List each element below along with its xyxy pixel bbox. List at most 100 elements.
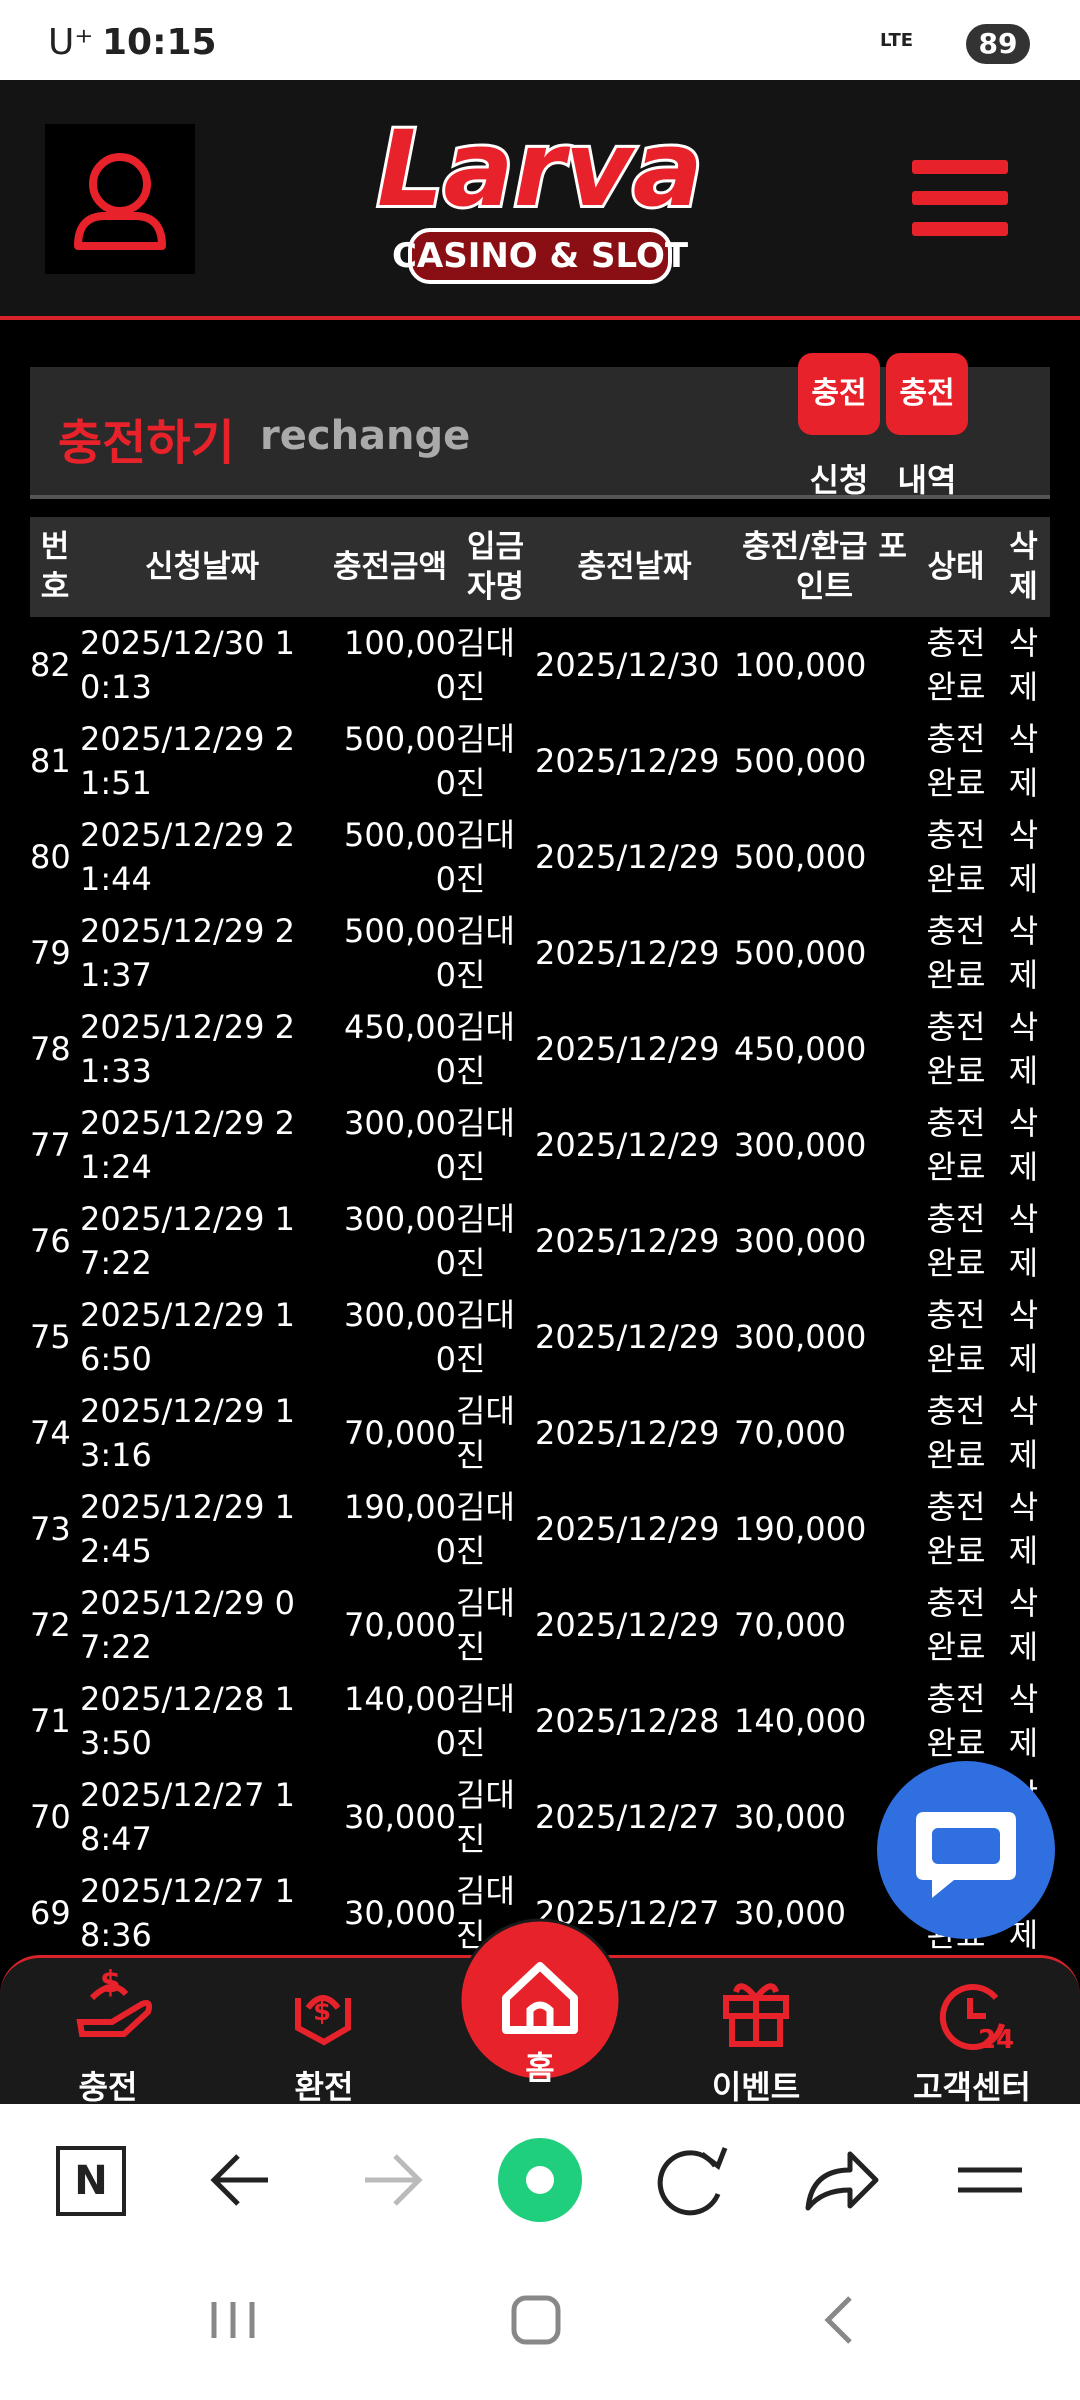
- table-cell: 충전완료: [926, 1680, 986, 1762]
- column-header: 입금자명: [456, 517, 535, 617]
- table-cell: 500,000: [344, 912, 456, 994]
- table-row: 80 2025/12/29 21:44 500,000 김대진 2025/12/29 50…: [30, 809, 1050, 905]
- table-cell[interactable]: 삭제: [1008, 1008, 1039, 1090]
- table-cell: 70,000: [344, 1606, 456, 1644]
- clock: 10:15: [102, 22, 217, 63]
- table-cell: 김대진: [456, 1584, 515, 1666]
- table-cell[interactable]: 삭제: [1008, 1488, 1039, 1570]
- table-cell: 70: [30, 1798, 71, 1836]
- table-cell: 300,000: [734, 1318, 867, 1356]
- svg-text:$: $: [100, 1965, 121, 2000]
- table-cell[interactable]: 삭제: [1008, 720, 1039, 802]
- logo[interactable]: Larva CASINO & SLOT: [370, 90, 710, 300]
- charge-button[interactable]: 충전: [886, 353, 968, 435]
- history-table: 번호 신청날짜 충전금액 입금자명 충전날짜 충전/환급 포인트 상태 삭제 82 2025/1…: [30, 517, 1050, 1961]
- table-cell: 김대진: [456, 624, 515, 706]
- table-cell: 500,000: [734, 742, 867, 780]
- table-body: 82 2025/12/30 10:13 100,000 김대진 2025/12/30 10…: [30, 617, 1050, 1961]
- home-circle[interactable]: [458, 1918, 622, 2082]
- chat-button[interactable]: [876, 1760, 1056, 1940]
- table-cell: 2025/12/29: [535, 1510, 720, 1548]
- table-cell[interactable]: 삭제: [1008, 1200, 1039, 1282]
- nav-item[interactable]: 24 고객센터: [892, 1958, 1052, 2108]
- table-cell[interactable]: 삭제: [1008, 1296, 1039, 1378]
- nav-item[interactable]: $ 환전: [244, 1958, 404, 2108]
- table-cell[interactable]: 삭제: [1008, 1584, 1039, 1666]
- table-cell: 김대진: [456, 1008, 515, 1090]
- table-cell: 2025/12/29 12:45: [80, 1488, 295, 1570]
- section-subtitle: rechange: [260, 413, 471, 459]
- header-row: 번호 신청날짜 충전금액 입금자명 충전날짜 충전/환급 포인트 상태 삭제: [30, 517, 1050, 617]
- column-header: 번호: [30, 517, 80, 617]
- button-caption: 내역: [897, 461, 957, 499]
- nav-item[interactable]: 이벤트: [676, 1958, 836, 2108]
- table-cell: 140,000: [734, 1702, 867, 1740]
- svg-text:24: 24: [978, 2025, 1014, 2054]
- table-cell: 2025/12/27: [535, 1798, 720, 1836]
- table-cell: 500,000: [344, 720, 456, 802]
- carrier: U⁺: [48, 22, 94, 63]
- table-row: 81 2025/12/29 21:51 500,000 김대진 2025/12/29 50…: [30, 713, 1050, 809]
- table-cell: 2025/12/29: [535, 838, 720, 876]
- table-row: 79 2025/12/29 21:37 500,000 김대진 2025/12/29 50…: [30, 905, 1050, 1001]
- nav-icon: 24: [939, 1984, 1014, 2055]
- table-cell: 190,000: [734, 1510, 867, 1548]
- table-cell: 79: [30, 934, 71, 972]
- table-cell: 김대진: [456, 720, 515, 802]
- nav-icon: [723, 1983, 789, 2047]
- nav-item[interactable]: 홈: [460, 1955, 620, 2089]
- table-cell: 충전완료: [926, 1104, 986, 1186]
- column-header: 상태: [915, 517, 997, 617]
- table-cell: 김대진: [456, 1200, 515, 1282]
- table-cell[interactable]: 삭제: [1008, 912, 1039, 994]
- charge-button[interactable]: 충전: [798, 353, 880, 435]
- table-cell: 71: [30, 1702, 71, 1740]
- table-cell[interactable]: 삭제: [1008, 1392, 1039, 1474]
- table-cell: 김대진: [456, 1488, 515, 1570]
- table-cell: 김대진: [456, 1680, 515, 1762]
- nav-label: 충전: [78, 2068, 138, 2106]
- nav-icon: $: [295, 1995, 351, 2046]
- table-cell: 충전완료: [926, 1392, 986, 1474]
- table-cell[interactable]: 삭제: [1008, 1104, 1039, 1186]
- column-header: 충전날짜: [535, 517, 734, 617]
- table-cell: 2025/12/28 13:50: [80, 1680, 295, 1762]
- table-cell: 300,000: [344, 1200, 456, 1282]
- table-cell: 77: [30, 1126, 71, 1164]
- svg-text:$: $: [313, 1997, 331, 2027]
- user-button[interactable]: [45, 124, 195, 274]
- browser-icons: [210, 2138, 1022, 2222]
- table-cell: 2025/12/29 21:44: [80, 816, 295, 898]
- table-cell: 30,000: [344, 1894, 456, 1932]
- table-cell: 충전완료: [926, 1488, 986, 1570]
- nav-label: 고객센터: [913, 2068, 1031, 2106]
- table-row: 76 2025/12/29 17:22 300,000 김대진 2025/12/29 30…: [30, 1193, 1050, 1289]
- table-cell[interactable]: 삭제: [1008, 816, 1039, 898]
- table-cell: 2025/12/29 13:16: [80, 1392, 295, 1474]
- menu-button[interactable]: [912, 156, 1008, 240]
- table-cell: 300,000: [344, 1104, 456, 1186]
- column-header: 신청날짜: [80, 517, 324, 617]
- table-cell: 2025/12/30: [535, 646, 720, 684]
- table-cell[interactable]: 삭제: [1008, 624, 1039, 706]
- network: LTE: [880, 30, 914, 51]
- column-header: 충전금액: [324, 517, 456, 617]
- table-cell: 김대진: [456, 1392, 515, 1474]
- battery: 89: [966, 24, 1030, 64]
- table-cell: 2025/12/29 21:37: [80, 912, 295, 994]
- table-cell: 500,000: [344, 816, 456, 898]
- table-row: 71 2025/12/28 13:50 140,000 김대진 2025/12/28 14…: [30, 1673, 1050, 1769]
- browser-home[interactable]: N: [56, 2146, 126, 2216]
- table-cell: 300,000: [344, 1296, 456, 1378]
- table-cell: 73: [30, 1510, 71, 1548]
- table-cell: 100,000: [344, 624, 456, 706]
- nav-item[interactable]: $ 충전: [28, 1958, 188, 2108]
- table-cell: 72: [30, 1606, 71, 1644]
- table-cell: 70,000: [734, 1606, 846, 1644]
- table-cell: 70,000: [344, 1414, 456, 1452]
- table-cell[interactable]: 삭제: [1008, 1680, 1039, 1762]
- table-cell: 2025/12/28: [535, 1702, 720, 1740]
- table-cell: 2025/12/29 21:51: [80, 720, 295, 802]
- status-bar: U⁺ 10:15 LTE 89: [0, 0, 1080, 80]
- system-nav: [0, 2256, 1080, 2400]
